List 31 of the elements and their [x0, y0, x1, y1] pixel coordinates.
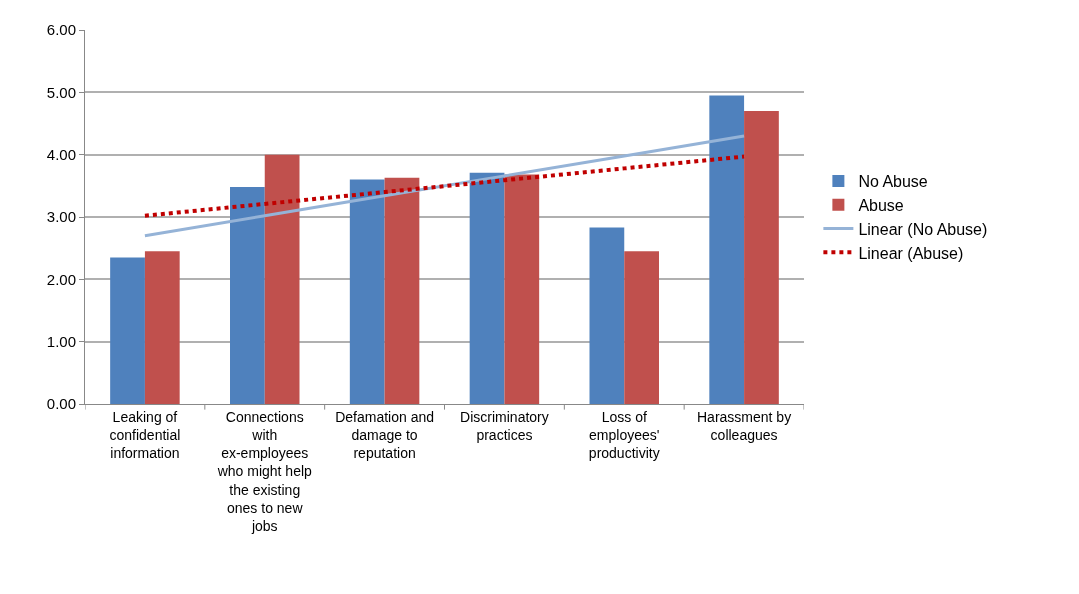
line-series [143, 134, 746, 238]
bar [230, 187, 265, 404]
y-tick-label: 2.00 [46, 270, 76, 288]
bar [144, 251, 180, 404]
legend-label: Abuse [858, 196, 904, 214]
x-tick-label: Harassment by colleagues [697, 408, 792, 443]
y-tick-label: 3.00 [46, 208, 76, 226]
legend-label: Linear (Abuse) [858, 244, 964, 262]
line-series [142, 154, 747, 218]
x-tick-label: Discriminatory practices [460, 408, 549, 443]
bar [504, 174, 540, 404]
bar [589, 227, 625, 404]
y-tick-label: 5.00 [46, 83, 76, 101]
x-tick-label: Loss of employees' productivity [588, 408, 660, 462]
bar [110, 257, 145, 404]
y-tick-label: 4.00 [46, 145, 76, 163]
bar [624, 251, 659, 404]
bar [264, 154, 300, 404]
x-tick-label: Defamation and damage to reputation [335, 408, 434, 462]
legend-label: No Abuse [858, 173, 928, 191]
y-tick-label: 1.00 [46, 332, 76, 350]
legend-label: Linear (No Abuse) [858, 220, 988, 238]
bar [384, 177, 420, 404]
bar [469, 172, 505, 404]
x-tick-label: Leaking of confidential information [109, 408, 181, 462]
bar [744, 111, 779, 404]
y-tick-label: 0.00 [46, 395, 76, 413]
bar [349, 179, 385, 404]
y-tick-label: 6.00 [46, 21, 76, 39]
x-tick-label: Connections with ex-employees who might help the existing ones to new jobs [216, 408, 313, 534]
bar [709, 95, 745, 404]
